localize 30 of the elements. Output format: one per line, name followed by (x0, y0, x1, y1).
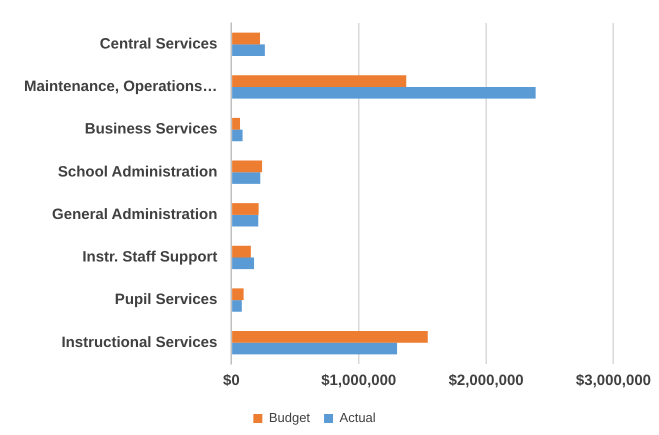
bar (232, 214, 258, 227)
bar (232, 44, 265, 56)
x-tick-label: $1,000,000 (321, 372, 396, 390)
y-tick-label: Instr. Staff Support (82, 248, 218, 266)
bar (232, 342, 398, 354)
y-tick-label: School Administration (58, 163, 218, 180)
bar (232, 172, 260, 184)
bar (232, 130, 243, 142)
bar (232, 300, 242, 312)
legend-label: Actual (340, 410, 376, 426)
bar (232, 32, 260, 44)
bar (232, 203, 259, 215)
bar (232, 118, 240, 130)
bar (232, 86, 536, 99)
y-tick-label: Business Services (84, 120, 218, 138)
bar (232, 288, 244, 300)
y-tick-label: Instructional Services (61, 334, 218, 351)
y-tick-label: Pupil Services (114, 291, 218, 308)
x-tick-label: $3,000,000 (576, 372, 651, 390)
legend-label: Budget (268, 410, 310, 426)
y-tick-label: Maintenance, Operations… (24, 78, 218, 96)
x-tick-label: $2,000,000 (448, 372, 524, 390)
bar (232, 75, 406, 87)
x-tick-label: $0 (223, 372, 240, 390)
y-tick-label: General Administration (52, 206, 218, 223)
bar (232, 330, 428, 343)
bar (232, 246, 251, 258)
y-tick-label: Central Services (100, 35, 218, 52)
bar (232, 257, 254, 270)
bar (232, 160, 262, 172)
